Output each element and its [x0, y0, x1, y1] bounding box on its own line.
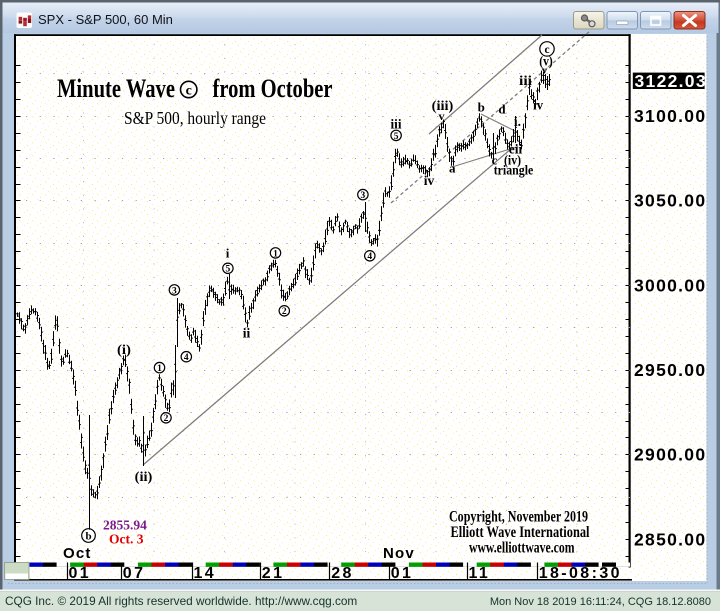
svg-text:3050.00: 3050.00: [634, 191, 706, 211]
svg-text:triangle: triangle: [494, 163, 534, 178]
svg-text:3100.00: 3100.00: [634, 106, 706, 126]
svg-text:(iv): (iv): [504, 153, 521, 168]
svg-text:iii: iii: [391, 117, 402, 132]
svg-text:1: 1: [157, 364, 162, 374]
svg-text:2950.00: 2950.00: [634, 360, 706, 380]
svg-text:01: 01: [391, 565, 414, 582]
svg-text:c: c: [492, 153, 498, 168]
svg-text:b: b: [478, 100, 485, 115]
svg-text:5: 5: [394, 132, 399, 142]
svg-text:S&P 500, hourly range: S&P 500, hourly range: [124, 108, 266, 128]
svg-text:iv: iv: [533, 98, 543, 113]
svg-text:5: 5: [226, 265, 231, 275]
svg-text:4: 4: [367, 252, 372, 262]
svg-text:from October: from October: [213, 74, 333, 103]
svg-text:CQG Inc. © 2019 All rights res: CQG Inc. © 2019 All rights reserved worl…: [5, 594, 357, 608]
svg-text:c: c: [544, 44, 549, 56]
svg-text:Elliott Wave International: Elliott Wave International: [451, 524, 591, 541]
svg-text:c: c: [186, 83, 192, 98]
svg-text:(v): (v): [539, 54, 553, 69]
svg-text:2855.94: 2855.94: [103, 518, 147, 533]
svg-text:4: 4: [184, 353, 189, 363]
svg-text:b: b: [85, 531, 91, 543]
svg-text:3000.00: 3000.00: [634, 275, 706, 295]
svg-text:v: v: [439, 109, 445, 123]
svg-text:(ii): (ii): [135, 469, 153, 484]
svg-text:eii: eii: [509, 142, 523, 157]
svg-text:3122.03: 3122.03: [635, 71, 707, 91]
svg-text:Oct: Oct: [63, 545, 92, 562]
svg-text:d: d: [498, 102, 506, 117]
svg-text:2900.00: 2900.00: [634, 445, 706, 465]
svg-text:14: 14: [194, 565, 217, 582]
svg-text:07: 07: [123, 565, 146, 582]
svg-text:iii: iii: [519, 73, 532, 88]
svg-text:3: 3: [361, 191, 366, 201]
svg-text:01: 01: [69, 565, 92, 582]
svg-text:www.elliottwave.com: www.elliottwave.com: [469, 540, 575, 557]
svg-text:3: 3: [172, 286, 177, 296]
svg-text:SPX - S&P 500, 60 Min: SPX - S&P 500, 60 Min: [38, 12, 173, 27]
svg-text:Copyright, November 2019: Copyright, November 2019: [449, 509, 588, 526]
svg-text:ii: ii: [243, 326, 251, 341]
svg-text:(i): (i): [117, 342, 131, 357]
svg-text:28: 28: [331, 565, 354, 582]
svg-text:i: i: [226, 246, 230, 261]
svg-text:2: 2: [164, 414, 169, 424]
svg-text:v: v: [542, 65, 548, 77]
svg-text:2850.00: 2850.00: [634, 529, 706, 549]
svg-text:a: a: [449, 161, 456, 176]
svg-text:1: 1: [273, 249, 278, 259]
svg-text:11: 11: [469, 565, 491, 582]
svg-text:21: 21: [262, 565, 285, 582]
svg-text:iv: iv: [424, 173, 435, 188]
svg-text:Minute Wave: Minute Wave: [57, 74, 175, 103]
svg-text:18-08:30: 18-08:30: [539, 565, 622, 582]
svg-text:Oct. 3: Oct. 3: [109, 532, 144, 547]
svg-text:Mon Nov 18 2019 16:11:24, CQG: Mon Nov 18 2019 16:11:24, CQG 18.12.8080: [490, 596, 711, 608]
svg-text:(iii): (iii): [432, 98, 454, 113]
svg-text:2: 2: [282, 307, 287, 317]
svg-text:i.: i.: [514, 114, 521, 129]
svg-text:Nov: Nov: [383, 545, 415, 562]
